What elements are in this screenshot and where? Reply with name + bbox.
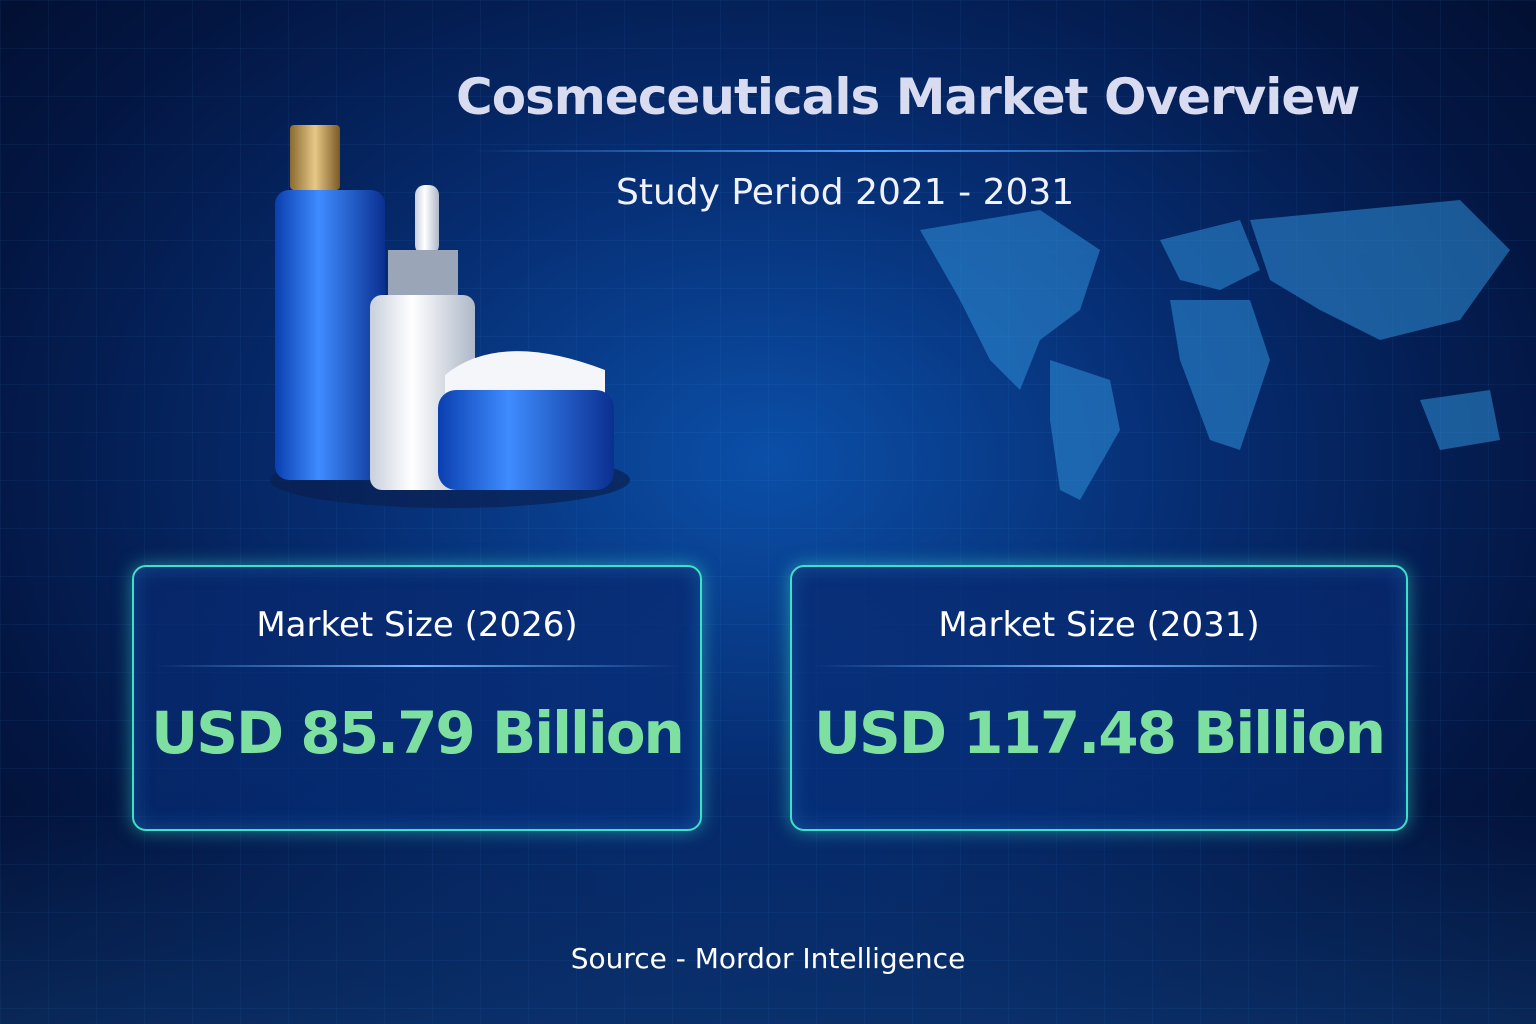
source-credit: Source - Mordor Intelligence xyxy=(570,942,966,975)
study-period: Study Period 2021 - 2031 xyxy=(616,172,1075,213)
card-label: Market Size (2031) xyxy=(938,605,1260,645)
card-value: USD 117.48 Billion xyxy=(813,699,1386,767)
card-divider xyxy=(154,665,680,667)
page-title: Cosmeceuticals Market Overview xyxy=(456,68,1360,126)
background-floor xyxy=(0,804,1536,1024)
market-size-2026-card: Market Size (2026) USD 85.79 Billion xyxy=(132,565,702,831)
title-divider xyxy=(470,150,1270,152)
card-label: Market Size (2026) xyxy=(256,605,578,645)
world-map-illustration xyxy=(920,200,1510,500)
card-value: USD 85.79 Billion xyxy=(151,699,685,767)
market-size-2031-card: Market Size (2031) USD 117.48 Billion xyxy=(790,565,1408,831)
card-divider xyxy=(812,665,1386,667)
cosmetic-products-illustration xyxy=(270,125,630,508)
